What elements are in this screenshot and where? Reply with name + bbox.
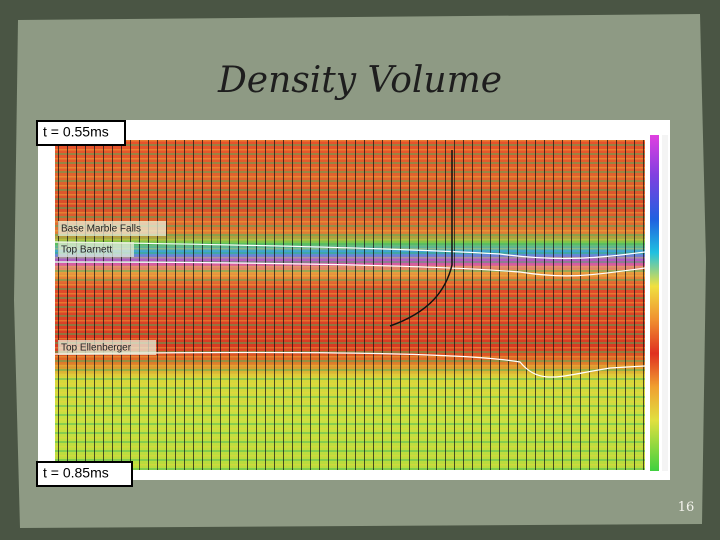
time-label: t = 0.85ms <box>43 465 109 481</box>
horizon-line <box>54 351 646 378</box>
well-path <box>389 150 453 327</box>
horizon-line <box>54 261 646 277</box>
page-number: 16 <box>678 500 695 515</box>
title: Density Volume <box>217 60 502 101</box>
horizon-label: Top Ellenberger <box>61 343 132 354</box>
time-label-box <box>36 461 133 487</box>
color-bar <box>650 135 659 471</box>
seismic-traces <box>55 140 645 470</box>
horizon-label: Top Barnett <box>61 245 112 256</box>
time-label-box <box>36 120 126 146</box>
horizon-label-box <box>58 242 134 257</box>
horizon-label-box <box>58 340 156 355</box>
horizon-line <box>54 241 646 260</box>
time-label: t = 0.55ms <box>43 124 109 140</box>
color-bar-labels <box>662 135 668 471</box>
horizon-label: Base Marble Falls <box>61 224 141 235</box>
horizon-label-box <box>58 221 166 236</box>
